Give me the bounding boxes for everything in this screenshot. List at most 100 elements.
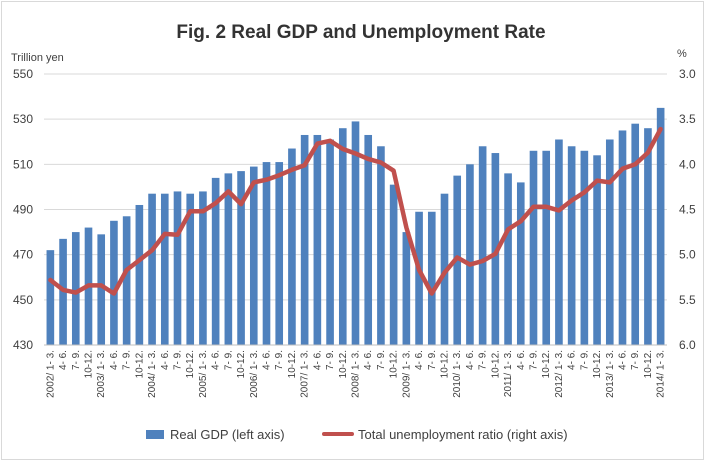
x-tick-label: 2012/ 1- 3. — [554, 350, 565, 398]
gdp-bar — [605, 139, 614, 345]
x-tick-label: 2007/ 1- 3. — [300, 350, 311, 398]
gdp-bar — [427, 211, 436, 345]
right-tick-label: 4.0 — [679, 157, 696, 171]
chart-title: Fig. 2 Real GDP and Unemployment Rate — [176, 22, 545, 43]
x-tick-label: 4- 6. — [363, 350, 374, 370]
gdp-bar — [478, 146, 487, 345]
x-tick-label: 10-12. — [490, 350, 501, 378]
x-tick-label: 7- 9. — [427, 350, 438, 370]
legend-unemployment-label: Total unemployment ratio (right axis) — [358, 427, 568, 442]
gdp-bar — [466, 164, 474, 345]
x-tick-label: 10-12. — [541, 350, 552, 378]
gdp-bar — [237, 171, 245, 345]
gdp-bar — [173, 191, 182, 345]
right-axis-unit: % — [677, 48, 687, 60]
x-tick-label: 4- 6. — [618, 350, 629, 370]
left-tick-label: 530 — [13, 112, 33, 126]
gdp-bar — [71, 232, 80, 345]
left-tick-label: 550 — [13, 67, 33, 81]
gdp-bar — [504, 173, 512, 345]
x-tick-label: 10-12. — [592, 350, 603, 378]
x-tick-label: 7- 9. — [376, 350, 387, 370]
gdp-bar — [262, 162, 271, 345]
right-tick-label: 6.0 — [679, 338, 696, 352]
gdp-bar — [377, 146, 385, 345]
left-axis-ticks: 550 530 510 490 470 450 430 — [13, 67, 33, 352]
gdp-bar — [326, 139, 334, 345]
legend-gdp-swatch — [146, 430, 164, 439]
gdp-bar — [389, 184, 398, 345]
x-tick-label: 2008/ 1- 3. — [351, 350, 362, 398]
gdp-bar — [555, 139, 563, 345]
gdp-bar — [275, 162, 284, 345]
gdp-bar — [351, 121, 360, 345]
gdp-bar — [300, 134, 309, 345]
gdp-bar — [135, 204, 144, 345]
x-tick-label: 2011/ 1- 3. — [503, 350, 514, 397]
x-tick-label: 4- 6. — [414, 350, 425, 370]
gdp-bar — [148, 193, 156, 345]
x-tick-label: 10-12. — [236, 350, 247, 378]
gdp-bar — [593, 155, 601, 345]
x-tick-label: 4- 6. — [109, 350, 120, 370]
x-tick-label: 2013/ 1- 3. — [605, 350, 616, 398]
right-axis-ticks: 3.0 3.5 4.0 4.5 5.0 5.5 6.0 — [679, 67, 696, 352]
legend: Real GDP (left axis) Total unemployment … — [146, 427, 568, 442]
gdp-bar — [631, 123, 640, 345]
x-axis-tick-labels: 2002/ 1- 3. 4- 6. 7- 9. 10-12. 2003/ 1- 3. 4-… — [45, 350, 666, 398]
x-tick-label: 4- 6. — [262, 350, 273, 370]
x-tick-label: 7- 9. — [274, 350, 285, 370]
x-tick-label: 10-12. — [134, 350, 145, 378]
x-tick-label: 7- 9. — [325, 350, 336, 370]
x-tick-label: 10-12. — [440, 350, 451, 378]
x-tick-label: 7- 9. — [122, 350, 133, 370]
left-tick-label: 490 — [13, 203, 33, 217]
gdp-bar — [338, 128, 347, 345]
gdp-bar — [313, 134, 322, 345]
x-tick-label: 7- 9. — [478, 350, 489, 370]
x-tick-label: 2006/ 1- 3. — [249, 350, 260, 398]
gdp-bar — [529, 150, 538, 345]
x-tick-label: 4- 6. — [58, 350, 69, 370]
gdp-bar — [46, 250, 55, 345]
gdp-bar — [402, 232, 411, 345]
left-tick-label: 450 — [13, 293, 33, 307]
right-tick-label: 3.0 — [679, 67, 696, 81]
gdp-bar — [224, 173, 233, 345]
gdp-bar — [122, 216, 131, 345]
x-tick-label: 4- 6. — [160, 350, 171, 370]
x-tick-label: 10-12. — [338, 350, 349, 378]
unemployment-line — [48, 126, 663, 296]
gdp-bar — [567, 146, 576, 345]
gdp-bar — [644, 128, 652, 345]
left-tick-label: 510 — [13, 157, 33, 171]
gdp-bar — [110, 220, 118, 345]
x-tick-label: 2010/ 1- 3. — [452, 350, 463, 398]
left-axis-unit: Trillion yen — [11, 52, 64, 64]
x-tick-label: 7- 9. — [223, 350, 234, 370]
x-tick-label: 4- 6. — [211, 350, 222, 370]
gdp-bar — [160, 193, 169, 345]
x-tick-label: 2014/ 1- 3. — [656, 350, 667, 398]
x-tick-label: 7- 9. — [173, 350, 184, 370]
right-tick-label: 3.5 — [679, 112, 696, 126]
gdp-bar — [364, 134, 373, 345]
left-tick-label: 470 — [13, 248, 33, 262]
gdp-bar — [97, 234, 106, 345]
x-tick-label: 7- 9. — [579, 350, 590, 370]
x-tick-label: 2009/ 1- 3. — [401, 350, 412, 398]
x-tick-label: 2002/ 1- 3. — [45, 350, 56, 398]
legend-gdp-label: Real GDP (left axis) — [170, 427, 285, 442]
x-tick-label: 10-12. — [287, 350, 298, 378]
x-tick-label: 2005/ 1- 3. — [198, 350, 209, 398]
gdp-bar — [618, 130, 627, 345]
x-tick-label: 4- 6. — [312, 350, 323, 370]
gdp-bar — [542, 150, 551, 345]
unemployment-line-layer — [48, 126, 663, 296]
x-tick-label: 10-12. — [643, 350, 654, 378]
gdp-bar — [211, 177, 220, 345]
x-tick-label: 2004/ 1- 3. — [147, 350, 158, 398]
x-tick-label: 7- 9. — [630, 350, 641, 370]
x-tick-label: 10-12. — [84, 350, 95, 378]
